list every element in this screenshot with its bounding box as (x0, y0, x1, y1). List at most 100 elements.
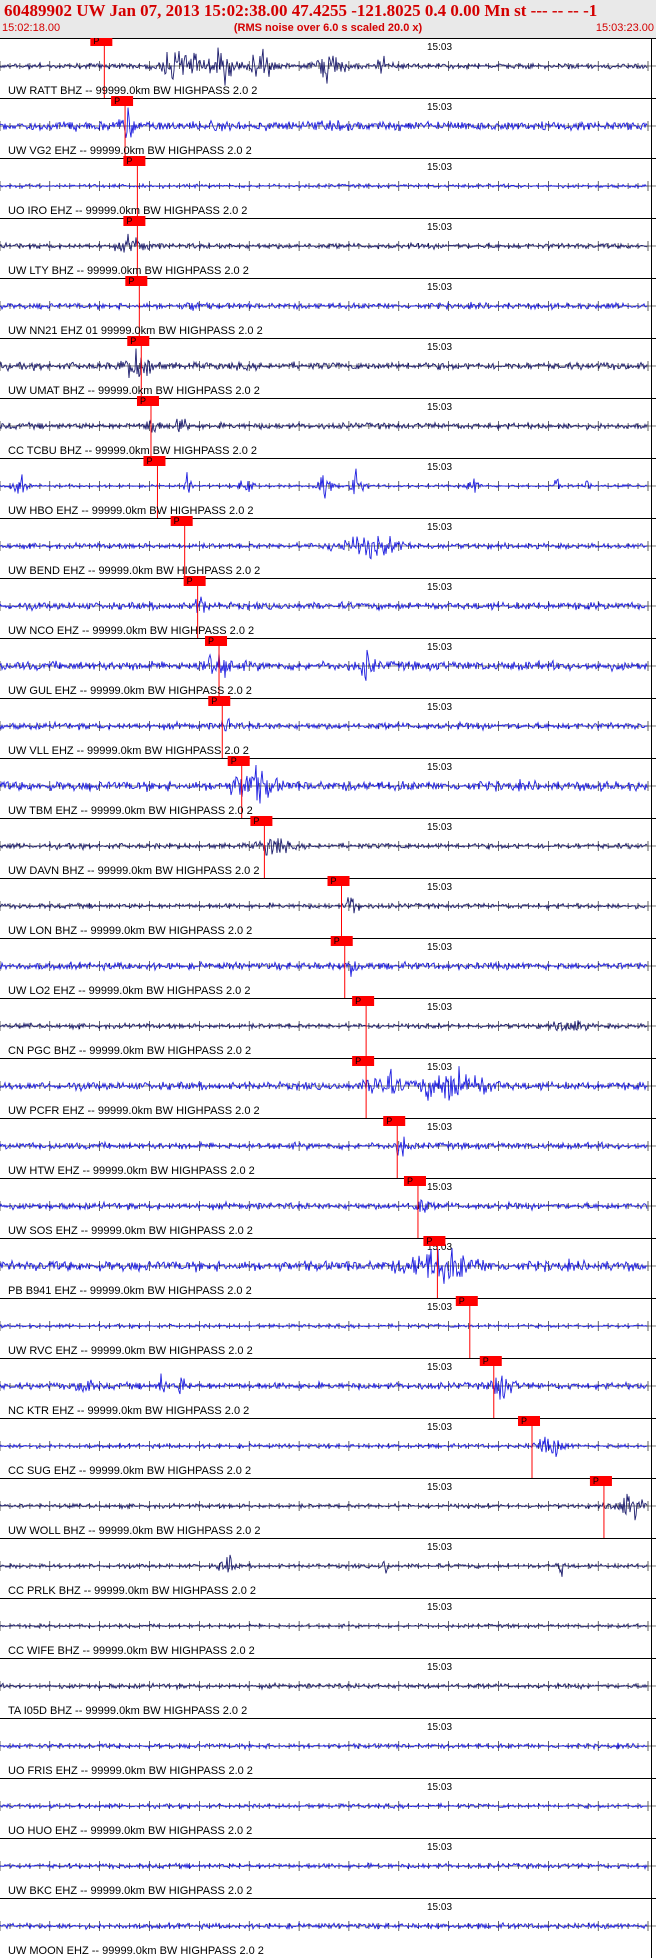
station-label: UW GUL EHZ -- 99999.0km BW HIGHPASS 2.0 … (8, 685, 252, 697)
seismic-trace (0, 1198, 648, 1213)
pick-flag (250, 816, 273, 826)
station-label: UW TBM EHZ -- 99999.0km BW HIGHPASS 2.0 … (8, 805, 253, 817)
seismic-trace (0, 649, 648, 681)
pick-flag (127, 336, 150, 346)
pick-flag (227, 756, 250, 766)
station-label: UW MOON EHZ -- 99999.0km BW HIGHPASS 2.0… (8, 1945, 264, 1957)
pick-label: P (521, 1416, 527, 1426)
pick-flag (518, 1416, 541, 1426)
minute-label: 15:03 (427, 642, 452, 653)
seismic-trace (0, 1020, 648, 1032)
station-label: UW VLL EHZ -- 99999.0km BW HIGHPASS 2.0 … (8, 745, 249, 757)
seismic-trace (0, 838, 648, 856)
pick-flag (455, 1296, 478, 1306)
minute-label: 15:03 (427, 1422, 452, 1433)
station-label: CC PRLK BHZ -- 99999.0km BW HIGHPASS 2.0… (8, 1585, 256, 1597)
station-label: UW DAVN BHZ -- 99999.0km BW HIGHPASS 2.0… (8, 865, 259, 877)
seismic-trace (0, 1554, 648, 1577)
station-label: NC KTR EHZ -- 99999.0km BW HIGHPASS 2.0 … (8, 1405, 249, 1417)
seismic-trace (0, 418, 648, 434)
event-title: 60489902 UW Jan 07, 2013 15:02:38.00 47.… (4, 1, 598, 20)
pick-label: P (128, 276, 134, 286)
pick-label: P (114, 96, 120, 106)
pick-label: P (407, 1176, 413, 1186)
seismic-trace (0, 596, 648, 613)
minute-label: 15:03 (427, 342, 452, 353)
seismic-trace (0, 301, 648, 311)
minute-label: 15:03 (427, 1242, 452, 1253)
pick-flag (423, 1236, 446, 1246)
station-label: UW RATT BHZ -- 99999.0km BW HIGHPASS 2.0… (8, 85, 257, 97)
pick-flag (205, 636, 228, 646)
seismic-trace (0, 1436, 648, 1458)
pick-flag (479, 1356, 502, 1366)
station-label: UW VG2 EHZ -- 99999.0km BW HIGHPASS 2.0 … (8, 145, 252, 157)
pick-label: P (231, 756, 237, 766)
pick-flag (183, 576, 206, 586)
minute-label: 15:03 (427, 582, 452, 593)
pick-flag (170, 516, 193, 526)
seismic-trace (0, 1921, 648, 1931)
pick-flag (136, 396, 159, 406)
station-label: UW HTW EHZ -- 99999.0km BW HIGHPASS 2.0 … (8, 1165, 255, 1177)
seismic-trace (0, 1861, 648, 1871)
minute-label: 15:03 (427, 402, 452, 413)
seismic-trace (0, 897, 648, 914)
pick-flag (589, 1476, 612, 1486)
seismic-trace (0, 764, 648, 804)
seismic-trace (0, 1322, 648, 1330)
pick-label: P (330, 876, 336, 886)
minute-label: 15:03 (427, 282, 452, 293)
station-label: UW UMAT BHZ -- 99999.0km BW HIGHPASS 2.0… (8, 385, 260, 397)
end-time: 15:03:23.00 (595, 22, 654, 34)
seismic-trace (0, 233, 648, 253)
pick-label: P (187, 576, 193, 586)
seismic-trace (0, 1136, 648, 1157)
station-label: UO IRO EHZ -- 99999.0km BW HIGHPASS 2.0 … (8, 205, 247, 217)
pick-flag (90, 38, 113, 46)
seismic-trace (0, 1623, 648, 1630)
noise-note: (RMS noise over 6.0 s scaled 20.0 x) (233, 22, 423, 34)
pick-label: P (386, 1116, 392, 1126)
seismic-trace (0, 960, 648, 977)
pick-flag (383, 1116, 406, 1126)
station-label: UW SOS EHZ -- 99999.0km BW HIGHPASS 2.0 … (8, 1225, 253, 1237)
pick-label: P (208, 636, 214, 646)
seismic-trace (0, 47, 648, 86)
station-label: CC SUG EHZ -- 99999.0km BW HIGHPASS 2.0 … (8, 1465, 251, 1477)
seismic-trace (0, 1802, 648, 1810)
pick-label: P (211, 696, 217, 706)
seismic-trace (0, 1493, 648, 1521)
minute-label: 15:03 (427, 942, 452, 953)
minute-label: 15:03 (427, 1482, 452, 1493)
seismic-trace (0, 1066, 648, 1101)
seismic-trace (0, 1248, 648, 1284)
minute-label: 15:03 (427, 102, 452, 113)
pick-flag (143, 456, 166, 466)
minute-label: 15:03 (427, 1782, 452, 1793)
pick-label: P (93, 38, 99, 46)
pick-flag (403, 1176, 426, 1186)
minute-label: 15:03 (427, 1902, 452, 1913)
pick-flag (125, 276, 148, 286)
minute-label: 15:03 (427, 1122, 452, 1133)
station-label: TA I05D BHZ -- 99999.0km BW HIGHPASS 2.0… (8, 1705, 247, 1717)
minute-label: 15:03 (427, 702, 452, 713)
pick-label: P (593, 1476, 599, 1486)
pick-label: P (426, 1236, 432, 1246)
pick-label: P (130, 336, 136, 346)
pick-flag (352, 996, 375, 1006)
pick-label: P (355, 996, 361, 1006)
station-label: UW RVC EHZ -- 99999.0km BW HIGHPASS 2.0 … (8, 1345, 253, 1357)
pick-label: P (174, 516, 180, 526)
seismic-trace (0, 468, 648, 499)
pick-label: P (355, 1056, 361, 1066)
pick-label: P (483, 1356, 489, 1366)
seismic-trace (0, 348, 648, 379)
station-label: UW NN21 EHZ 01 99999.0km BW HIGHPASS 2.0… (8, 325, 263, 337)
minute-label: 15:03 (427, 42, 452, 53)
pick-label: P (253, 816, 259, 826)
pick-flag (327, 876, 350, 886)
minute-label: 15:03 (427, 1062, 452, 1073)
pick-flag (123, 156, 146, 166)
